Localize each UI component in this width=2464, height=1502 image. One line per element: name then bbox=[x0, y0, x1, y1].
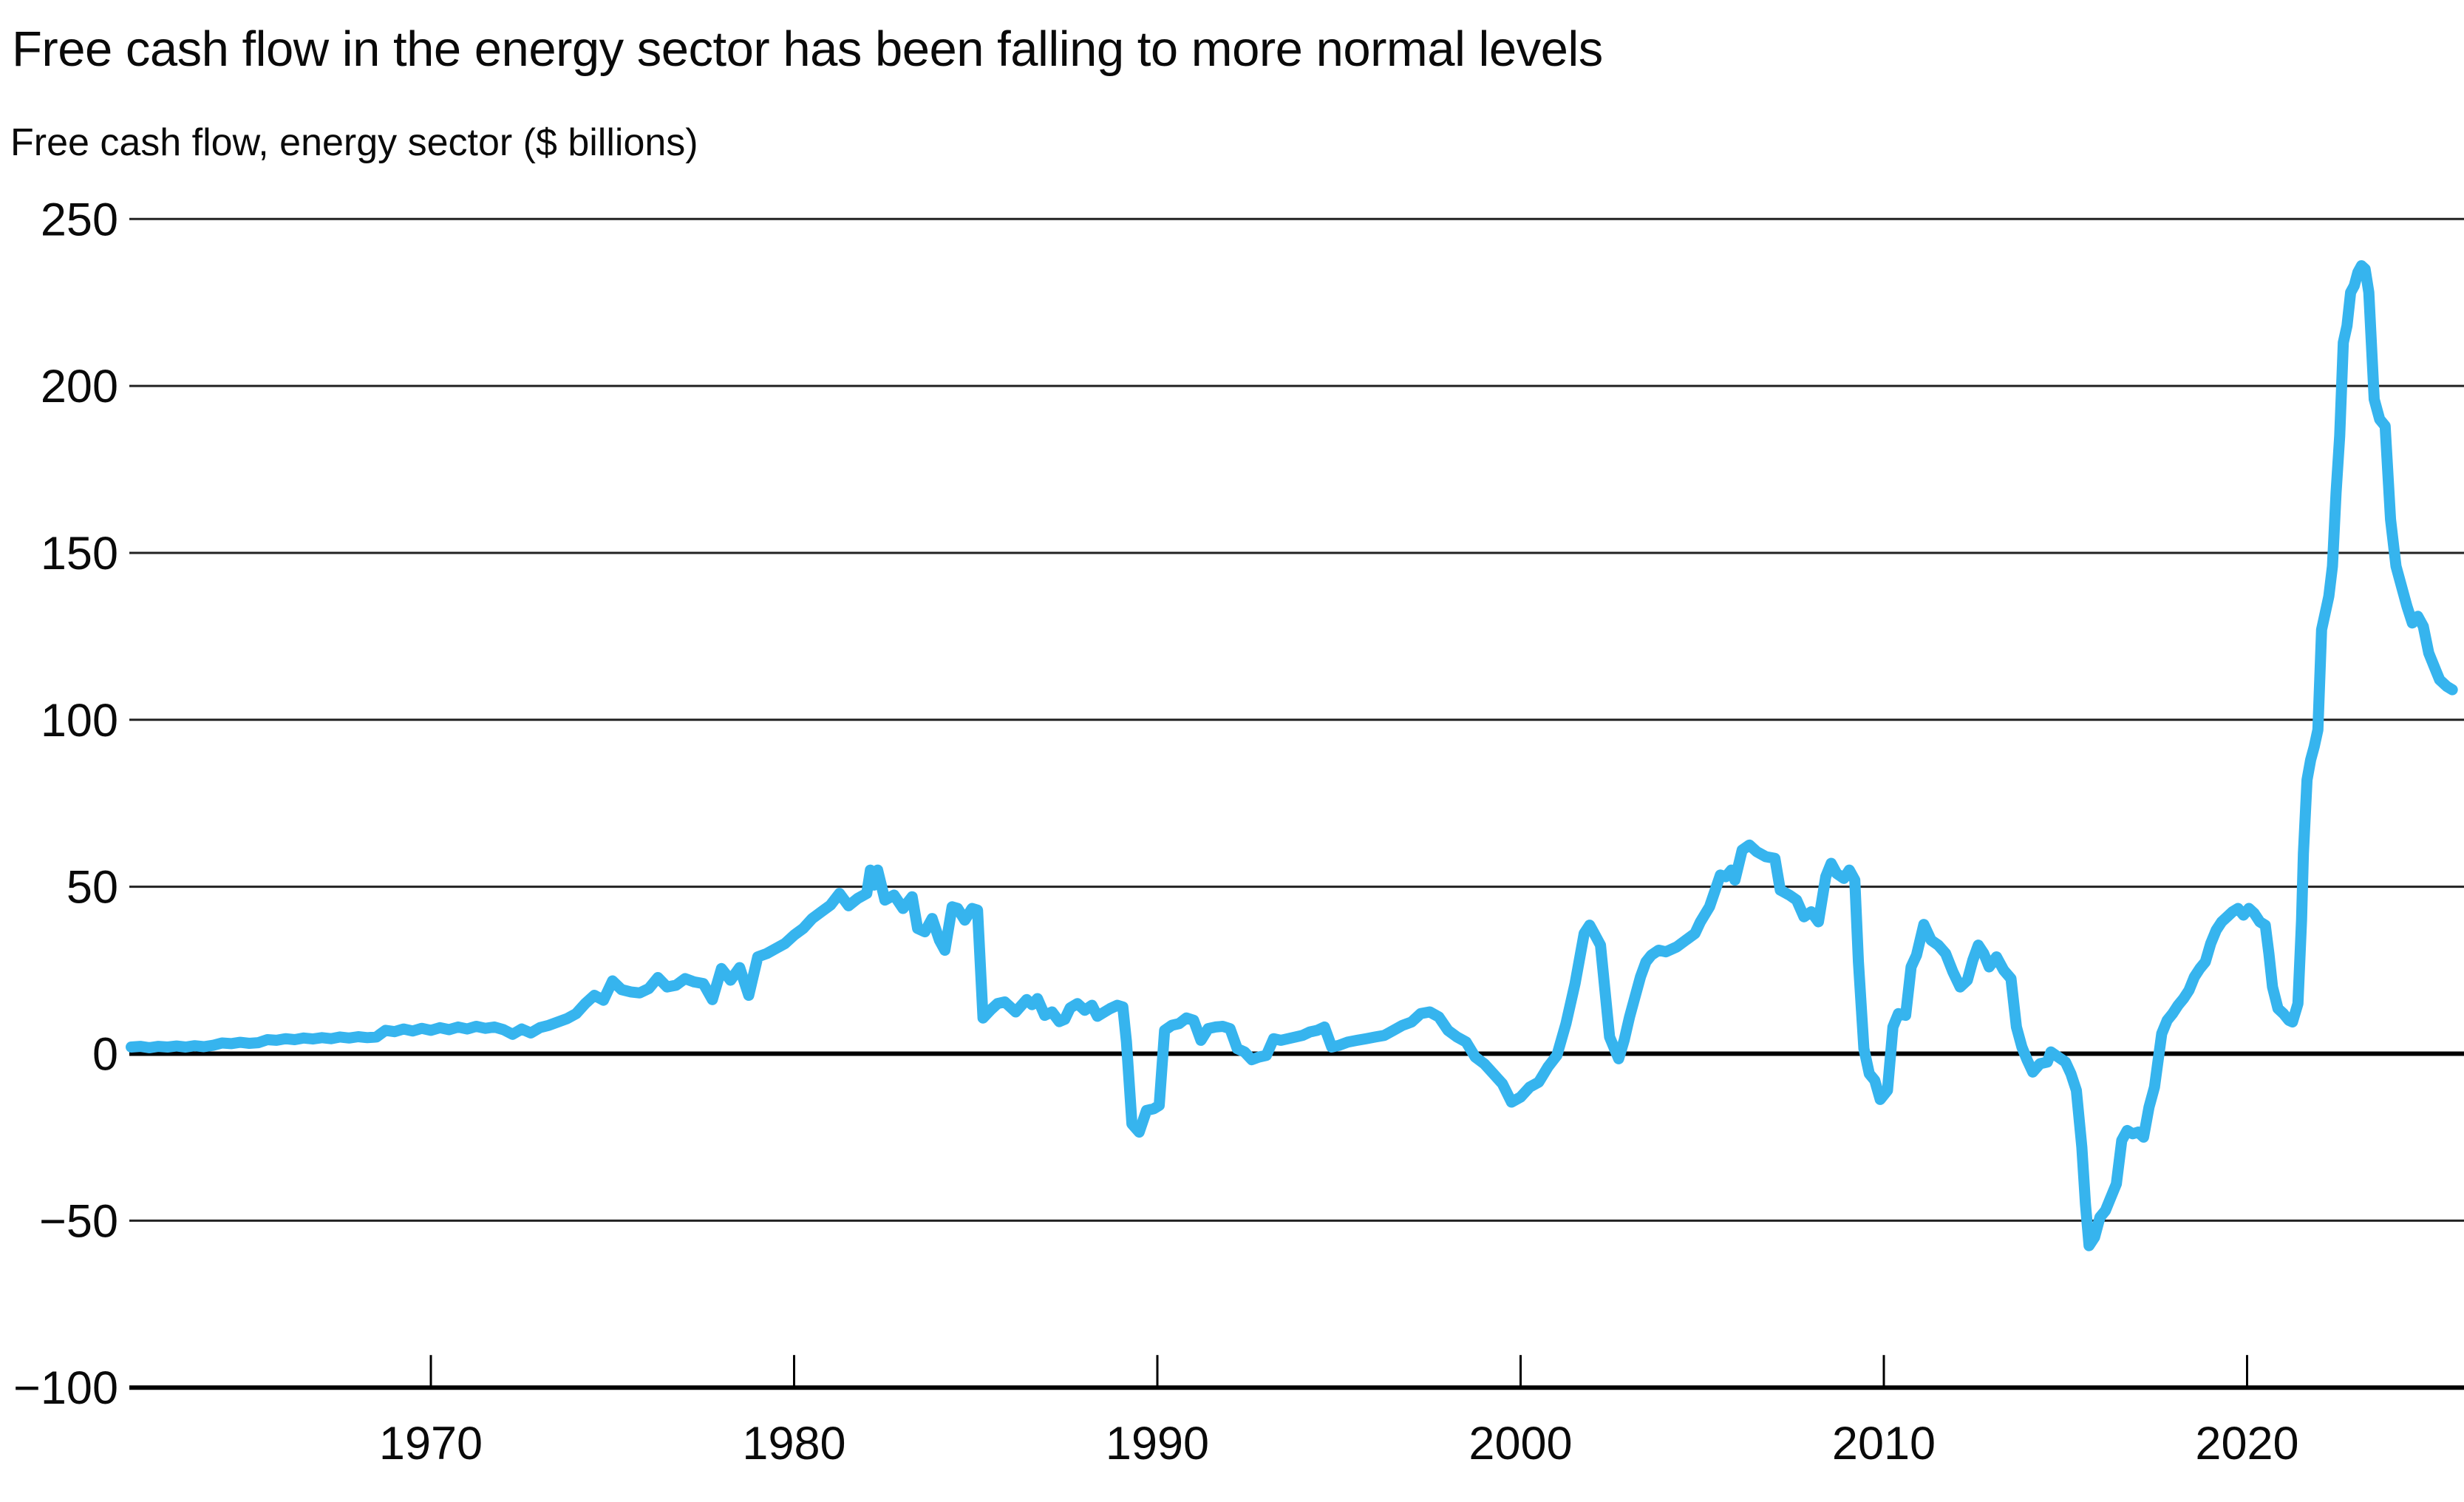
axis-layer bbox=[429, 1355, 2248, 1388]
x-tick-label: 2000 bbox=[1468, 1418, 1572, 1469]
x-tick-label: 1970 bbox=[379, 1418, 483, 1469]
y-tick-label: 250 bbox=[41, 194, 118, 245]
x-tick-label: 2020 bbox=[2195, 1418, 2298, 1469]
grid-layer bbox=[129, 217, 2464, 1390]
x-tick-label: 1980 bbox=[742, 1418, 845, 1469]
series-layer bbox=[126, 260, 2458, 1251]
x-tick-label: 1990 bbox=[1106, 1418, 1209, 1469]
x-tick-label: 2010 bbox=[1832, 1418, 1936, 1469]
y-tick-label: 100 bbox=[41, 695, 118, 747]
y-tick-label: −50 bbox=[39, 1195, 118, 1247]
y-tick-label: 0 bbox=[92, 1029, 118, 1081]
label-layer: 250 200 150 100 50 0 −50 −100 1970 1980 1990 2000 20… bbox=[13, 194, 2298, 1469]
y-tick-label: −100 bbox=[13, 1362, 118, 1414]
y-tick-label: 150 bbox=[41, 528, 118, 580]
data-line bbox=[126, 260, 2458, 1251]
chart-title: Free cash flow in the energy sector has … bbox=[12, 21, 1603, 77]
y-tick-label: 50 bbox=[67, 862, 118, 914]
y-tick-label: 200 bbox=[41, 361, 118, 412]
chart-subtitle: Free cash flow, energy sector ($ billion… bbox=[10, 121, 698, 164]
